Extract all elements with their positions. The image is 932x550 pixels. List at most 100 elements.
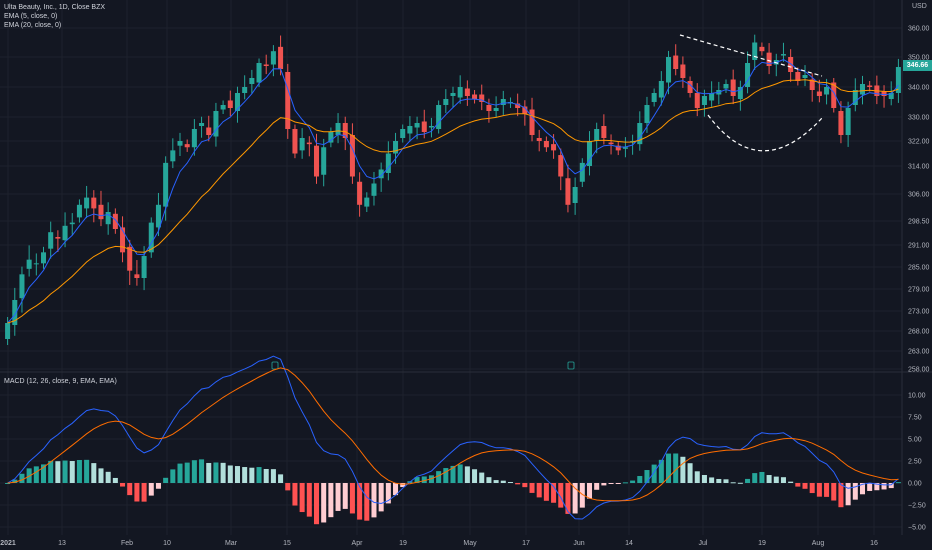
candle (285, 63, 291, 139)
macd-lines (7, 355, 899, 520)
candle (242, 75, 248, 100)
candle (12, 287, 18, 336)
candle (385, 141, 391, 181)
macd-histogram-bar (622, 482, 628, 484)
candle (328, 127, 334, 148)
macd-histogram-bar (450, 465, 456, 483)
macd-histogram-bar (579, 483, 585, 508)
macd-tick-label: 7.50 (908, 415, 922, 422)
candle (795, 67, 801, 86)
macd-histogram-bar (845, 483, 851, 506)
candle (26, 245, 32, 277)
signal-line (7, 367, 899, 502)
candle (428, 117, 434, 138)
macd-histogram-bar (457, 464, 463, 483)
macd-histogram-bar (551, 483, 557, 503)
macd-histogram-bar (543, 483, 549, 501)
macd-histogram-bar (536, 483, 542, 498)
candle (457, 75, 463, 104)
macd-histogram-bar (658, 459, 664, 483)
macd-histogram-bar (199, 459, 205, 483)
candle (802, 65, 808, 87)
candle (191, 119, 197, 156)
macd-histogram-bar (385, 483, 391, 504)
candle (615, 141, 621, 156)
ema20-line (7, 79, 899, 324)
candle (881, 85, 887, 108)
macd-histogram-bar (443, 468, 449, 483)
macd-histogram-bar (436, 471, 442, 483)
candle (270, 45, 276, 77)
macd-histogram-bar (48, 460, 54, 483)
candle (745, 51, 751, 94)
macd-tick-label: 5.00 (908, 437, 922, 444)
macd-histogram-bar (565, 483, 571, 514)
macd-histogram-bar (321, 483, 327, 523)
candle (831, 78, 837, 113)
macd-histogram-bar (220, 462, 226, 483)
macd-tick-label: −5.00 (908, 525, 926, 532)
candle (105, 202, 111, 235)
candle (234, 86, 240, 123)
candle (378, 162, 384, 192)
macd-histogram-bar (227, 465, 233, 483)
macd-histogram (5, 453, 901, 525)
candle (263, 54, 269, 75)
candle (472, 90, 478, 104)
candle (371, 171, 377, 206)
candle (91, 190, 97, 223)
candle (206, 115, 212, 142)
macd-histogram-bar (745, 478, 751, 483)
macd-histogram-bar (874, 483, 880, 491)
candle (594, 122, 600, 154)
macd-histogram-bar (529, 483, 535, 493)
macd-tick-label: 2.50 (908, 459, 922, 466)
macd-histogram-bar (752, 473, 758, 483)
macd-histogram-bar (630, 480, 636, 483)
macd-histogram-bar (637, 476, 643, 483)
price-tick-label: 306.00 (908, 192, 930, 199)
candle (170, 138, 176, 169)
candle (666, 50, 672, 95)
candles (5, 34, 901, 345)
macd-histogram-bar (809, 483, 815, 494)
macd-histogram-bar (687, 463, 693, 483)
macd-histogram-bar (69, 461, 75, 483)
price-tick-label: 340.00 (908, 85, 930, 92)
candle (76, 199, 82, 223)
macd-histogram-bar (378, 483, 384, 512)
macd-histogram-bar (105, 471, 111, 483)
macd-histogram-bar (586, 483, 593, 499)
macd-histogram-bar (306, 483, 312, 517)
candle (184, 139, 190, 152)
candle (112, 208, 118, 234)
ema5-line (7, 59, 899, 324)
macd-histogram-bar (601, 483, 607, 486)
time-tick-label: 17 (522, 540, 530, 547)
candle (637, 111, 643, 151)
candle (824, 78, 830, 105)
price-tick-label: 298.50 (908, 219, 930, 226)
macd-histogram-bar (644, 470, 650, 483)
last-price-tag: 346.66 (903, 60, 932, 71)
ema-lines (7, 59, 899, 324)
macd-histogram-bar (349, 483, 355, 514)
candle (479, 84, 485, 111)
macd-histogram-bar (838, 483, 844, 508)
macd-histogram-bar (895, 482, 901, 484)
macd-histogram-bar (5, 483, 11, 484)
macd-histogram-bar (788, 481, 794, 483)
macd-histogram-bar (342, 483, 348, 509)
candle (249, 69, 255, 94)
macd-histogram-bar (55, 461, 61, 483)
macd-histogram-bar (493, 480, 499, 483)
macd-histogram-bar (824, 483, 830, 497)
macd-histogram-bar (881, 483, 887, 490)
macd-histogram-bar (414, 477, 420, 483)
macd-tick-label: 10.00 (908, 393, 926, 400)
macd-histogram-bar (859, 483, 866, 495)
macd-histogram-bar (112, 477, 118, 483)
candle (134, 260, 140, 286)
